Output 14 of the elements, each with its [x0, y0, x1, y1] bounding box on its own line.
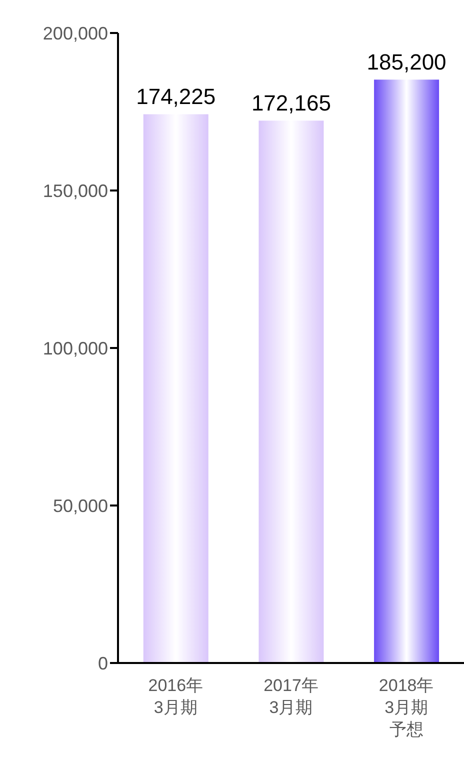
x-tick-label: 2018年3月期予想	[378, 675, 435, 741]
bar	[258, 120, 324, 663]
y-tick-label: 200,000	[42, 23, 108, 44]
y-tick-label: 100,000	[42, 338, 108, 358]
bar	[143, 114, 208, 663]
data-label: 185,200	[366, 50, 446, 75]
x-tick-label: 2017年3月期	[262, 675, 320, 719]
x-tick-label: 2016年3月期	[147, 675, 204, 719]
y-tick-label: 150,000	[42, 180, 108, 201]
data-label: 172,165	[251, 90, 331, 116]
data-label: 174,225	[136, 84, 216, 110]
y-tick-label: 50,000	[52, 496, 108, 516]
bar	[374, 80, 440, 663]
y-tick-label: 0	[98, 653, 108, 674]
